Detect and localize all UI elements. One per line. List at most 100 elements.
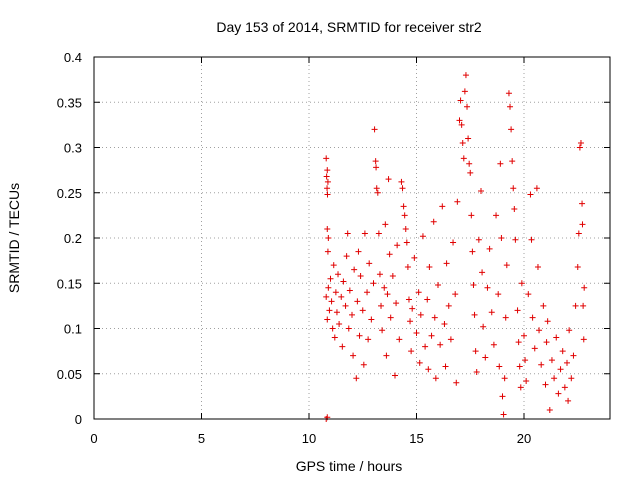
data-point xyxy=(323,293,330,300)
data-point xyxy=(484,284,491,291)
data-point xyxy=(536,327,543,334)
data-point xyxy=(511,206,518,213)
data-point xyxy=(462,72,469,79)
data-point xyxy=(375,230,382,237)
data-point xyxy=(360,361,367,368)
data-point xyxy=(572,302,579,309)
data-point xyxy=(356,332,363,339)
data-point xyxy=(533,185,540,192)
data-point xyxy=(507,103,514,110)
data-point xyxy=(576,144,583,151)
data-point xyxy=(553,334,560,341)
data-point xyxy=(457,97,464,104)
data-point xyxy=(431,314,438,321)
data-point xyxy=(561,384,568,391)
data-point xyxy=(496,363,503,370)
data-point xyxy=(441,320,448,327)
data-point xyxy=(480,323,487,330)
data-point xyxy=(472,348,479,355)
y-tick-label: 0.15 xyxy=(57,276,82,291)
data-point xyxy=(439,203,446,210)
data-points xyxy=(323,72,588,422)
data-point xyxy=(579,200,586,207)
data-point xyxy=(531,345,538,352)
data-point xyxy=(500,411,507,418)
data-point xyxy=(502,314,509,321)
data-point xyxy=(359,307,366,314)
data-point xyxy=(445,302,452,309)
data-point xyxy=(458,121,465,128)
data-point xyxy=(422,343,429,350)
data-point xyxy=(342,302,349,309)
data-point xyxy=(353,375,360,382)
data-point xyxy=(339,343,346,350)
data-point xyxy=(505,90,512,97)
data-point xyxy=(389,273,396,280)
y-tick-label: 0.05 xyxy=(57,367,82,382)
data-point xyxy=(465,135,472,142)
data-point xyxy=(579,221,586,228)
data-point xyxy=(328,298,335,305)
data-point xyxy=(350,352,357,359)
y-tick-label: 0.25 xyxy=(57,186,82,201)
data-point xyxy=(461,88,468,95)
data-point xyxy=(512,236,519,243)
data-point xyxy=(407,318,414,325)
data-point xyxy=(335,271,342,278)
data-point xyxy=(482,354,489,361)
data-point xyxy=(404,263,411,270)
data-point xyxy=(498,235,505,241)
data-point xyxy=(568,375,575,382)
data-point xyxy=(370,280,377,287)
data-point xyxy=(580,302,587,309)
data-point xyxy=(437,341,444,348)
data-point xyxy=(517,384,524,391)
data-point xyxy=(522,357,529,364)
data-point xyxy=(452,291,459,298)
data-point xyxy=(368,316,375,323)
data-point xyxy=(435,282,441,289)
data-point xyxy=(518,280,525,287)
data-point xyxy=(521,332,527,339)
data-point xyxy=(430,218,437,225)
data-point xyxy=(425,366,432,373)
data-point xyxy=(428,332,435,339)
data-point xyxy=(329,325,336,332)
data-point xyxy=(555,390,562,397)
data-point xyxy=(379,327,386,334)
data-point xyxy=(538,361,545,368)
data-point xyxy=(503,262,510,269)
data-point xyxy=(460,155,467,162)
data-point xyxy=(396,336,403,343)
data-point xyxy=(548,357,555,364)
data-point xyxy=(581,284,588,291)
data-point xyxy=(516,363,523,370)
data-point xyxy=(405,296,412,303)
data-point xyxy=(325,284,332,291)
data-point xyxy=(338,293,345,300)
data-point xyxy=(580,336,587,343)
data-point xyxy=(559,348,566,355)
data-point xyxy=(515,339,522,346)
grid xyxy=(94,57,610,419)
data-point xyxy=(432,375,439,382)
data-point xyxy=(525,291,532,298)
data-point xyxy=(508,126,515,133)
data-point xyxy=(565,397,572,404)
data-point xyxy=(324,248,331,255)
data-point xyxy=(354,298,361,305)
data-point xyxy=(400,203,407,210)
data-point xyxy=(488,309,495,316)
data-point xyxy=(349,311,355,318)
data-point xyxy=(464,103,471,110)
data-point xyxy=(378,302,385,309)
data-point xyxy=(574,263,581,270)
data-point xyxy=(527,191,534,198)
data-point xyxy=(459,139,466,146)
data-point xyxy=(499,393,506,400)
data-point xyxy=(381,284,388,291)
data-point xyxy=(340,278,347,285)
data-point xyxy=(385,176,392,183)
data-point xyxy=(365,336,372,343)
data-point xyxy=(546,406,553,413)
